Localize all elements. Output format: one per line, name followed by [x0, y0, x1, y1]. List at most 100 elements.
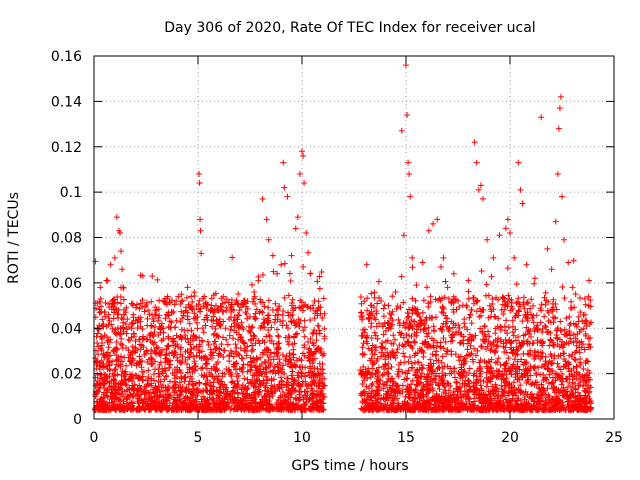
data-point [369, 371, 376, 378]
data-point [129, 355, 136, 362]
data-point [170, 308, 177, 315]
data-point [523, 324, 530, 331]
data-point [143, 350, 149, 357]
data-point [472, 332, 479, 339]
data-point [306, 355, 313, 362]
data-point [451, 397, 458, 404]
data-point [542, 324, 549, 331]
data-point [151, 311, 158, 318]
data-point [98, 347, 105, 354]
data-point [136, 353, 143, 360]
data-point [564, 398, 571, 405]
data-point [220, 318, 227, 325]
data-point [384, 369, 391, 376]
data-point [396, 320, 403, 327]
data-point [276, 359, 283, 366]
data-point [148, 361, 155, 368]
data-point [226, 316, 233, 323]
data-point [373, 389, 380, 396]
data-point [487, 378, 494, 385]
data-point [505, 292, 512, 299]
data-point [285, 312, 292, 319]
data-point [500, 310, 507, 317]
data-point [317, 387, 324, 394]
data-point [492, 359, 499, 366]
data-point [549, 395, 556, 402]
data-point [533, 370, 540, 377]
data-point [583, 357, 590, 364]
data-point [368, 389, 375, 396]
data-point [459, 374, 466, 381]
x-tick-label: 0 [90, 430, 99, 446]
data-point [479, 328, 486, 335]
data-point [510, 365, 517, 372]
data-point [487, 370, 494, 377]
data-point [241, 402, 248, 409]
data-point [529, 380, 536, 387]
data-point [274, 353, 281, 360]
data-point [285, 292, 292, 299]
data-point [93, 403, 100, 410]
data-point [516, 301, 523, 308]
data-point [581, 295, 588, 302]
data-point [311, 315, 318, 322]
data-point [397, 332, 404, 339]
data-point [497, 361, 504, 368]
data-point [95, 351, 102, 358]
data-point [542, 353, 549, 360]
data-point [148, 323, 155, 330]
data-point [502, 360, 509, 367]
data-point [142, 398, 149, 405]
data-point [302, 373, 309, 380]
data-point [317, 399, 324, 406]
data-point [394, 402, 401, 409]
data-point [283, 322, 290, 329]
data-point [394, 382, 401, 389]
data-point [576, 328, 583, 335]
data-point [374, 300, 381, 307]
data-point [227, 369, 234, 376]
data-point [261, 358, 268, 365]
data-point [433, 348, 440, 355]
data-point [259, 370, 266, 377]
data-point [446, 328, 453, 335]
data-point [220, 402, 227, 409]
data-point [144, 315, 151, 322]
data-point [439, 353, 446, 360]
data-point [498, 324, 505, 331]
data-point [193, 352, 200, 359]
data-point [576, 349, 583, 356]
data-point [501, 306, 508, 313]
data-point [494, 323, 501, 330]
data-point [272, 300, 279, 307]
data-point [114, 371, 121, 378]
data-point [139, 336, 146, 343]
data-point [144, 322, 151, 329]
data-point [577, 295, 584, 302]
data-point [177, 318, 184, 325]
data-point [581, 376, 588, 383]
data-point [445, 399, 452, 406]
data-point [166, 400, 173, 407]
data-point [547, 336, 554, 343]
data-point [548, 380, 555, 387]
data-point [213, 320, 220, 327]
data-point [196, 334, 203, 341]
data-point [111, 254, 118, 261]
data-point [399, 342, 406, 349]
data-point [412, 297, 419, 304]
data-point [438, 359, 445, 366]
data-point [517, 388, 524, 395]
data-point [438, 263, 445, 270]
data-point [269, 384, 276, 391]
data-point [253, 306, 260, 313]
data-point [218, 295, 225, 302]
data-point [321, 333, 328, 340]
data-point [437, 325, 444, 332]
data-point [127, 358, 134, 365]
data-point [219, 334, 226, 341]
data-point [382, 345, 389, 352]
data-point [558, 381, 565, 388]
data-point [250, 333, 257, 340]
data-point [133, 372, 140, 379]
